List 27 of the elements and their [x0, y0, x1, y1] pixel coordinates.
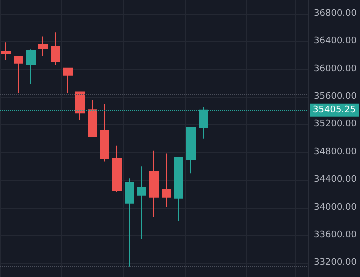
- candlestick: [26, 49, 36, 85]
- y-tick-label: 35600.00: [314, 92, 358, 102]
- candlestick: [75, 92, 85, 121]
- candlestick: [162, 153, 171, 208]
- y-tick-label: 36800.00: [314, 8, 358, 19]
- candlestick: [1, 42, 11, 62]
- y-tick-label: 34400.00: [314, 175, 358, 186]
- candlestick: [88, 100, 97, 138]
- candlestick: [174, 157, 183, 222]
- candlestick: [125, 178, 134, 268]
- y-tick-label: 35200.00: [314, 120, 358, 130]
- candlestick: [100, 104, 109, 162]
- candlestick: [137, 166, 146, 240]
- y-tick-label: 34000.00: [314, 202, 358, 213]
- y-tick-label: 33600.00: [314, 230, 358, 240]
- candlestick: [186, 126, 196, 174]
- candlestick: [51, 32, 60, 66]
- candlestick: [14, 56, 23, 94]
- y-tick-label: 36400.00: [314, 36, 358, 47]
- candlestick: [149, 150, 159, 218]
- candlestick: [38, 36, 48, 58]
- candlestick: [63, 68, 73, 94]
- ref-line-label: 35405.25: [313, 105, 356, 116]
- y-tick-label: 34800.00: [314, 147, 358, 158]
- candlestick: [112, 145, 122, 193]
- y-tick-label: 36000.00: [314, 64, 358, 74]
- y-tick-label: 33200.00: [314, 258, 358, 268]
